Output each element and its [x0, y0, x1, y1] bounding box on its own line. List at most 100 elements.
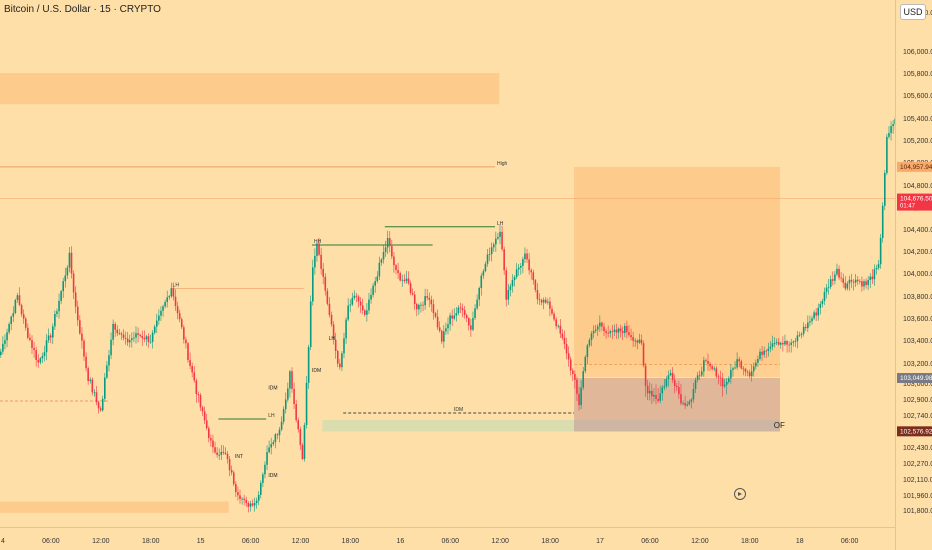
candle	[33, 341, 35, 358]
candle	[93, 389, 96, 397]
candle	[757, 355, 759, 367]
candle	[336, 349, 339, 368]
candle-body	[640, 339, 643, 344]
candle-body	[407, 278, 410, 284]
candle	[719, 370, 722, 387]
candle	[126, 331, 129, 346]
candle	[544, 296, 547, 304]
candle-body	[509, 286, 512, 290]
candle-body	[395, 265, 397, 271]
candle-body	[698, 375, 701, 377]
candle-body	[653, 394, 655, 397]
candle	[740, 359, 743, 370]
candle	[230, 465, 233, 476]
candle	[632, 331, 634, 348]
candle-body	[499, 231, 501, 238]
candle	[621, 326, 624, 340]
candle	[101, 395, 104, 412]
candle	[553, 311, 555, 322]
candle-body	[782, 342, 784, 345]
candle-body	[744, 368, 747, 372]
price-tag-sub-1: 01:47	[900, 204, 916, 210]
candle	[191, 362, 193, 378]
candle-body	[777, 342, 780, 345]
candle-body	[262, 474, 264, 483]
candle-body	[607, 332, 609, 334]
candle-body	[761, 351, 763, 355]
candle	[684, 395, 686, 410]
candle	[278, 426, 281, 443]
zones-layer	[0, 73, 780, 513]
replay-icon[interactable]	[734, 488, 746, 500]
candle-body	[314, 255, 316, 268]
candle-body	[688, 401, 691, 405]
candle-body	[478, 288, 480, 300]
candle-body	[24, 318, 27, 328]
time-axis[interactable]: 4 06:00 12:00 18:00 15 06:00 12:00 18:00 16 06:00…	[1, 538, 858, 545]
candle	[201, 405, 204, 416]
candle	[345, 317, 347, 344]
level-line-label-2: HH	[314, 239, 322, 245]
candle-body	[237, 492, 239, 496]
candle-body	[45, 340, 48, 353]
candle	[615, 323, 618, 339]
candle-body	[628, 332, 630, 336]
candle	[495, 231, 497, 252]
candle-body	[189, 360, 191, 366]
candle	[438, 321, 441, 333]
candle-body	[472, 317, 474, 330]
candle-body	[37, 360, 40, 363]
candle	[226, 450, 229, 464]
candle	[10, 315, 12, 330]
candle-body	[93, 392, 96, 394]
candle	[563, 330, 566, 350]
candle-body	[434, 313, 437, 317]
candle-body	[114, 323, 116, 330]
candle-body	[802, 326, 805, 334]
candle-body	[183, 327, 185, 340]
candle-body	[700, 371, 703, 376]
candle	[767, 342, 770, 357]
candle	[268, 440, 270, 454]
candle	[561, 329, 564, 341]
price-axis[interactable]: 106,200.00106,000.00105,800.00105,600.00…	[903, 10, 932, 515]
candle	[638, 333, 641, 345]
candle	[848, 275, 851, 291]
candle	[133, 331, 135, 343]
candle	[549, 297, 551, 317]
candle	[715, 366, 718, 379]
candle	[120, 331, 123, 340]
candle	[210, 434, 212, 447]
candle	[180, 317, 183, 330]
candle	[659, 385, 661, 404]
candle	[58, 293, 60, 319]
candle	[509, 283, 512, 297]
candle	[863, 279, 865, 291]
candle-body	[318, 243, 320, 255]
candle-body	[116, 329, 119, 334]
candle	[97, 400, 100, 414]
candle	[156, 313, 158, 334]
x-tick-label: 18:00	[541, 538, 559, 545]
candle	[534, 278, 537, 293]
candle-body	[530, 270, 532, 273]
candle	[422, 301, 424, 312]
candle-body	[372, 285, 374, 295]
candle-body	[563, 337, 566, 345]
candle-body	[738, 359, 740, 362]
candle	[698, 370, 701, 381]
candle	[393, 252, 395, 273]
candle-body	[403, 279, 406, 281]
markers-layer: LH IDM IDM INT IDM OF	[235, 336, 785, 479]
candle	[607, 325, 609, 338]
candle-body	[16, 295, 19, 300]
candle-body	[572, 370, 574, 375]
marker-label-1: IDM	[312, 368, 321, 374]
candle-body	[615, 329, 618, 333]
candle-body	[465, 315, 468, 319]
candle	[480, 272, 483, 296]
y-tick-label: 102,740.00	[903, 413, 932, 420]
currency-button[interactable]: USD	[900, 4, 926, 20]
candle	[158, 309, 160, 325]
